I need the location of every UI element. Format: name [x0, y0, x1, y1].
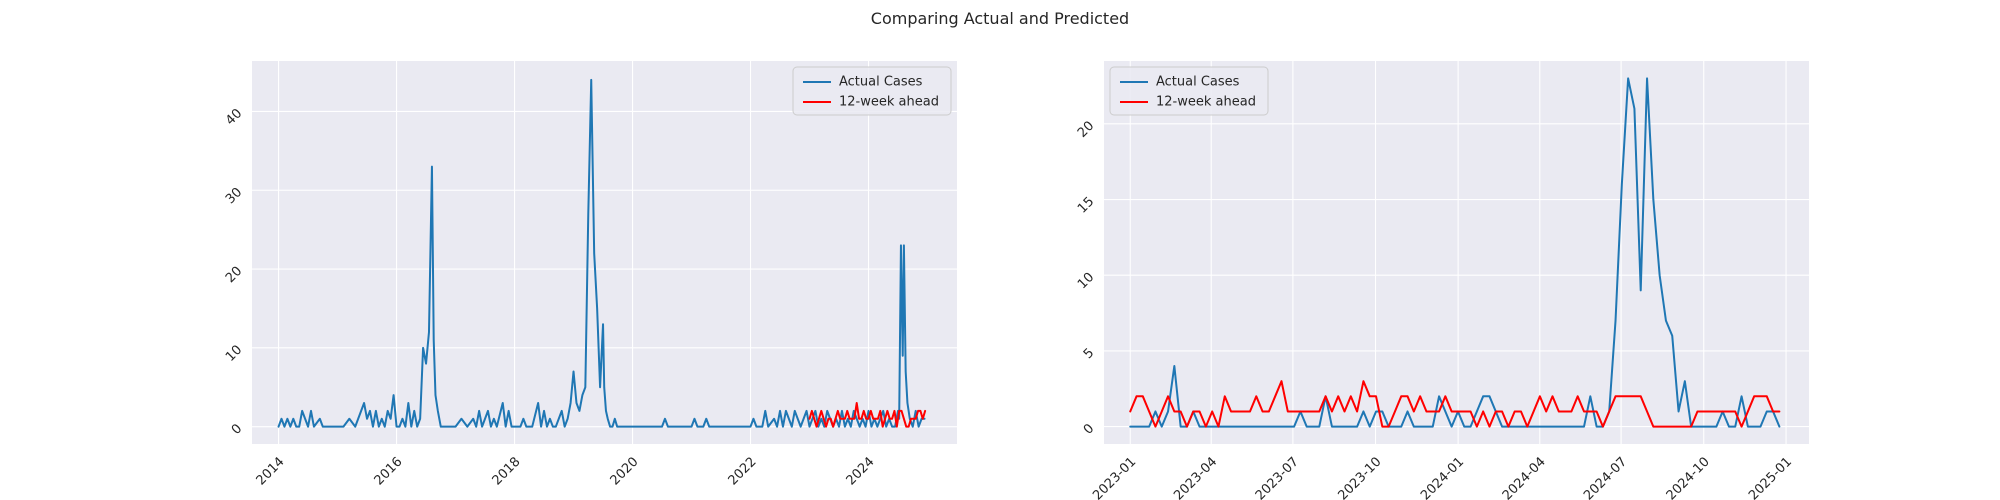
series-line-actual-cases — [1129, 77, 1781, 428]
chart-panel-all-years: 2014 2016 2018 2020 2022 2024 0 10 20 30 40 Actual … — [223, 61, 957, 488]
legend-box — [792, 66, 952, 116]
x-tick-label: 2014 — [254, 454, 288, 488]
x-tick-label: 2024 — [844, 454, 878, 488]
legend-label: 12-week ahead — [839, 95, 939, 110]
x-tick-label: 2018 — [490, 454, 524, 488]
y-tick-label: 40 — [223, 106, 245, 128]
x-tick-label: 2024-04 — [1500, 454, 1549, 500]
x-tick-label: 2023-01 — [1090, 454, 1139, 500]
chart-panel-2023-2024: 2023-01 2023-04 2023-07 2023-10 2024-01 2024-… — [1075, 61, 1809, 500]
grid-lines — [1104, 61, 1809, 444]
y-tick-label: 10 — [223, 343, 245, 365]
series-line-12-week-ahead — [808, 402, 927, 428]
x-tick-label: 2023-07 — [1253, 454, 1302, 500]
legend-label: Actual Cases — [839, 75, 923, 90]
x-tick-label: 2024-01 — [1418, 454, 1467, 500]
series-line-actual-cases — [277, 78, 926, 428]
y-tick-label: 10 — [1075, 270, 1097, 292]
x-tick-label: 2023-10 — [1336, 454, 1385, 500]
x-tick-label: 2024-10 — [1664, 454, 1713, 500]
y-tick-label: 20 — [223, 264, 245, 286]
x-tick-label: 2024-07 — [1581, 454, 1630, 500]
legend-label: 12-week ahead — [1156, 95, 1256, 110]
legend: Actual Cases 12-week ahead — [792, 66, 952, 116]
series-line-12-week-ahead — [1129, 380, 1781, 428]
y-tick-label: 15 — [1075, 194, 1097, 216]
figure-title: Comparing Actual and Predicted — [871, 9, 1129, 28]
y-tick-label: 5 — [1081, 346, 1097, 362]
legend-label: Actual Cases — [1156, 75, 1240, 90]
y-tick-label: 0 — [1081, 421, 1097, 437]
x-tick-label: 2022 — [726, 454, 760, 488]
y-tick-label: 0 — [229, 421, 245, 437]
x-tick-label: 2023-04 — [1171, 454, 1220, 500]
x-tick-label: 2020 — [608, 454, 642, 488]
x-tick-label: 2016 — [372, 454, 406, 488]
plot-background — [1104, 61, 1809, 444]
legend: Actual Cases 12-week ahead — [1109, 66, 1269, 116]
y-tick-label: 20 — [1075, 119, 1097, 141]
legend-box — [1109, 66, 1269, 116]
y-tick-label: 30 — [223, 185, 245, 207]
x-tick-label: 2025-01 — [1746, 454, 1795, 500]
